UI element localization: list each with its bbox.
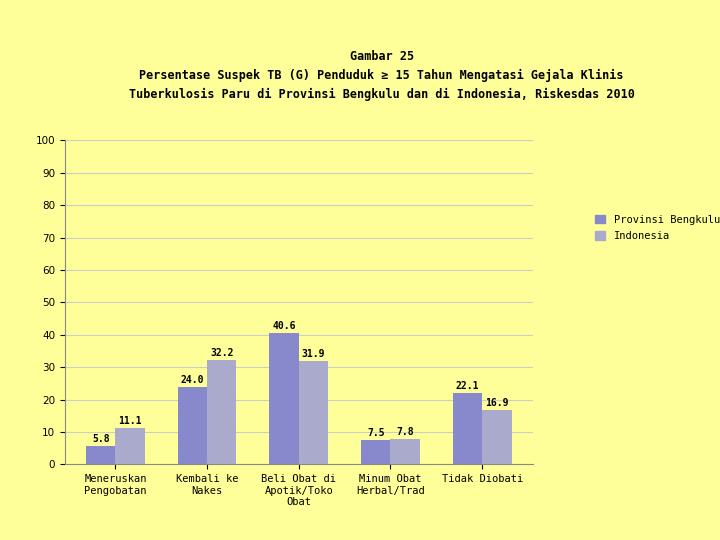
Bar <box>453 393 482 464</box>
Bar <box>482 410 511 464</box>
Text: 32.2: 32.2 <box>210 348 233 358</box>
Text: Gambar 25
Persentase Suspek TB (G) Penduduk ≥ 15 Tahun Mengatasi Gejala Klinis
T: Gambar 25 Persentase Suspek TB (G) Pendu… <box>129 50 634 101</box>
Text: 11.1: 11.1 <box>118 416 142 427</box>
Bar <box>390 439 420 464</box>
Text: 7.5: 7.5 <box>367 428 384 438</box>
Text: 31.9: 31.9 <box>302 349 325 359</box>
Text: 24.0: 24.0 <box>181 375 204 384</box>
Bar <box>207 360 236 464</box>
Bar <box>178 387 207 464</box>
Bar <box>269 333 299 464</box>
Bar <box>361 440 390 464</box>
Bar <box>299 361 328 464</box>
Bar <box>115 428 145 464</box>
Text: 5.8: 5.8 <box>92 434 109 444</box>
Text: 40.6: 40.6 <box>272 321 296 331</box>
Text: 22.1: 22.1 <box>456 381 480 391</box>
Text: 16.9: 16.9 <box>485 397 508 408</box>
Text: 7.8: 7.8 <box>396 427 414 437</box>
Bar <box>86 446 115 464</box>
Legend: Provinsi Bengkulu, Indonesia: Provinsi Bengkulu, Indonesia <box>591 211 720 245</box>
